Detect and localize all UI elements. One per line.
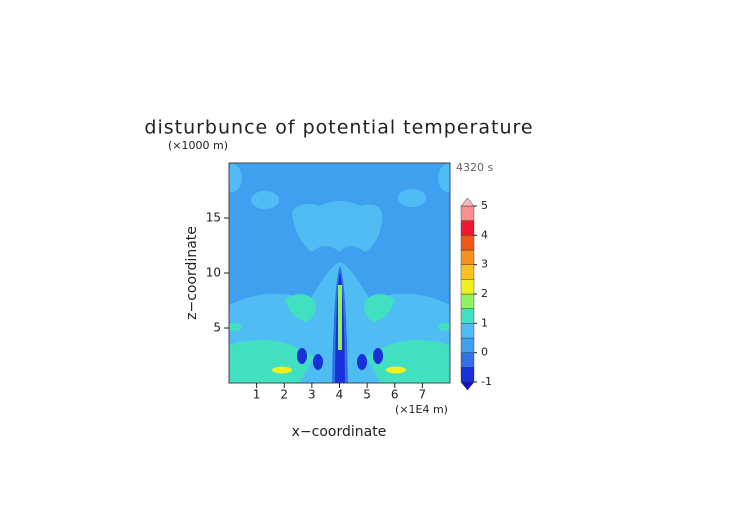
x-tick-label: 6: [391, 388, 399, 402]
colorbar-band: [460, 367, 475, 383]
contour-region: [361, 340, 450, 383]
colorbar-tick-label: 1: [481, 316, 488, 329]
colorbar-band: [460, 235, 475, 251]
x-tick-label: 3: [308, 388, 316, 402]
contour-region: [438, 164, 450, 192]
contour-field: [229, 163, 450, 383]
contour-region: [364, 294, 395, 322]
colorbar-tick-label: 4: [481, 228, 488, 241]
colorbar-extend-low: [460, 381, 475, 391]
colorbar-band: [460, 249, 475, 265]
contour-region: [313, 354, 323, 370]
colorbar-tick-label: 3: [481, 258, 488, 271]
contour-region: [386, 366, 406, 374]
colorbar-band: [460, 337, 475, 353]
colorbar-band: [460, 205, 475, 221]
colorbar-band: [460, 293, 475, 309]
x-unit: (×1E4 m): [395, 403, 448, 416]
contour-region: [229, 164, 242, 192]
contour-region: [251, 191, 279, 209]
colorbar-extend-high: [460, 197, 475, 207]
contour-region: [398, 189, 426, 207]
x-tick-label: 2: [280, 388, 288, 402]
colorbar-tick-label: 5: [481, 199, 488, 212]
colorbar-band: [460, 220, 475, 236]
colorbar-band: [460, 308, 475, 324]
time-annotation: 4320 s: [456, 161, 493, 174]
contour-region: [438, 323, 450, 331]
colorbar-band: [460, 279, 475, 295]
colorbar-tick-label: 0: [481, 346, 488, 359]
contour-region: [292, 201, 383, 252]
colorbar-band: [460, 264, 475, 280]
contour-region: [357, 354, 367, 370]
y-tick-label: 5: [213, 321, 221, 335]
y-tick-label: 15: [206, 211, 221, 225]
contour-region: [297, 348, 307, 364]
x-axis-label: x−coordinate: [292, 424, 387, 440]
y-tick-label: 10: [206, 266, 221, 280]
x-tick-label: 1: [253, 388, 261, 402]
colorbar-tick-label: -1: [481, 375, 492, 388]
contour-region: [285, 294, 316, 322]
x-tick-label: 7: [419, 388, 427, 402]
contour-region: [373, 348, 383, 364]
colorbar-band: [460, 323, 475, 339]
y-axis-label: z−coordinate: [184, 226, 200, 320]
contour-region: [229, 323, 242, 331]
chart-title: disturbunce of potential temperature: [144, 117, 533, 139]
colorbar-tick-label: 2: [481, 287, 488, 300]
x-tick-label: 5: [363, 388, 371, 402]
y-unit: (×1000 m): [168, 139, 228, 152]
x-tick-label: 4: [336, 388, 344, 402]
contour-region: [229, 340, 319, 383]
colorbar-band: [460, 352, 475, 368]
contour-region: [338, 285, 342, 350]
contour-region: [272, 366, 292, 374]
